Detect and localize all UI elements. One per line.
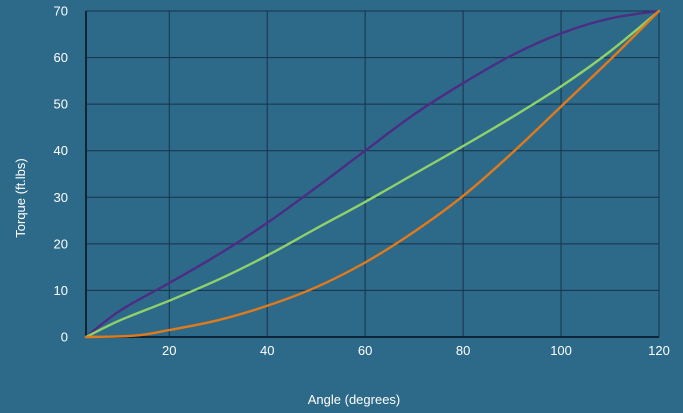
- y-tick-label: 50: [54, 97, 68, 112]
- x-tick-label: 120: [648, 343, 670, 358]
- x-axis-title: Angle (degrees): [308, 392, 401, 407]
- tick-labels: 0 10 20 30 40 50 60 70 20 40 60 80 100 120: [54, 4, 670, 359]
- y-tick-label: 20: [54, 236, 68, 251]
- y-tick-label: 30: [54, 190, 68, 205]
- y-tick-label: 10: [54, 283, 68, 298]
- x-tick-label: 20: [162, 343, 176, 358]
- y-tick-label: 60: [54, 50, 68, 65]
- y-tick-label: 0: [61, 330, 68, 345]
- x-tick-label: 60: [358, 343, 372, 358]
- axes: [85, 11, 659, 338]
- series-line-2: [84, 9, 661, 339]
- gridlines: [86, 10, 660, 337]
- x-tick-label: 40: [260, 343, 274, 358]
- series-lines: [84, 9, 661, 339]
- y-tick-label: 70: [54, 4, 68, 19]
- x-tick-label: 100: [550, 343, 572, 358]
- x-tick-label: 80: [456, 343, 470, 358]
- y-tick-label: 40: [54, 143, 68, 158]
- series-line-1: [84, 9, 661, 339]
- series-line-3: [84, 9, 661, 339]
- y-axis-title: Torque (ft.lbs): [13, 158, 28, 237]
